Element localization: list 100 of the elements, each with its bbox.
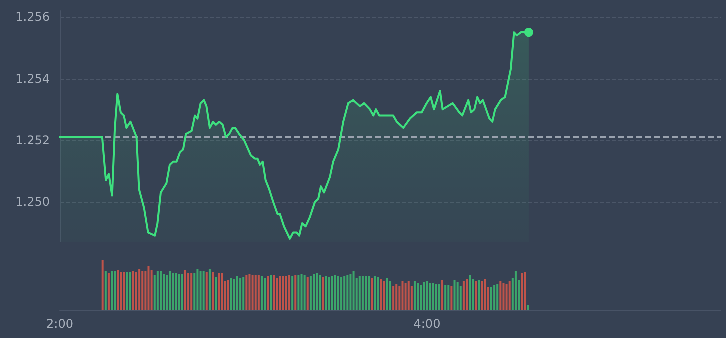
bar — [166, 275, 168, 310]
bar — [454, 280, 456, 310]
bar — [258, 275, 260, 310]
bar — [514, 271, 517, 310]
bar — [126, 272, 128, 310]
bar — [402, 282, 404, 310]
bar — [267, 276, 270, 310]
bar — [506, 284, 508, 310]
bar — [392, 286, 395, 310]
bar — [426, 282, 428, 310]
bar — [374, 276, 376, 310]
bar — [212, 272, 214, 310]
bar — [331, 276, 334, 310]
bar — [435, 284, 438, 310]
bar — [123, 272, 126, 310]
bar — [524, 272, 526, 310]
bar — [390, 281, 392, 310]
bar — [181, 274, 184, 310]
bar — [521, 273, 524, 310]
bar — [233, 279, 236, 310]
bar — [194, 273, 196, 310]
bar — [460, 286, 462, 310]
bar — [448, 285, 450, 310]
bar — [350, 274, 352, 310]
bar — [383, 281, 386, 310]
bar — [202, 271, 205, 310]
bar — [252, 275, 254, 310]
bar — [215, 278, 218, 310]
bar — [178, 274, 180, 310]
bar — [300, 274, 303, 310]
bar — [150, 270, 153, 310]
bar — [496, 284, 499, 310]
x-tick-label: 2:00 — [46, 317, 74, 331]
bar — [508, 282, 511, 310]
bar — [462, 282, 465, 310]
bar — [310, 276, 312, 310]
bar — [414, 282, 416, 310]
bar — [377, 278, 380, 310]
bar — [120, 272, 122, 310]
bar — [279, 276, 282, 310]
bar — [184, 270, 186, 310]
bar — [169, 272, 172, 310]
bar — [404, 284, 407, 310]
bar — [475, 282, 478, 310]
bar — [117, 270, 120, 310]
bar — [481, 282, 484, 310]
bar — [242, 278, 245, 310]
bar — [142, 271, 144, 310]
bar — [442, 280, 444, 310]
bar — [298, 276, 300, 310]
bar — [527, 306, 530, 310]
bar — [358, 276, 361, 310]
bar — [346, 276, 349, 310]
bar — [154, 276, 156, 310]
bar — [312, 274, 315, 310]
y-tick-label: 1.252 — [16, 133, 50, 148]
bar — [163, 274, 166, 310]
bar — [502, 283, 505, 310]
bar — [429, 284, 432, 310]
bar — [325, 276, 328, 310]
bar — [500, 282, 502, 310]
bar — [368, 276, 370, 310]
bar — [386, 278, 388, 310]
bar — [328, 277, 330, 310]
bar — [319, 276, 322, 310]
bar — [246, 276, 248, 310]
bar — [221, 274, 224, 310]
bar — [316, 274, 318, 310]
bar — [438, 284, 440, 310]
bar — [352, 271, 355, 310]
bar — [208, 269, 211, 310]
bar — [114, 272, 116, 310]
bar — [365, 276, 368, 310]
bar — [190, 273, 193, 310]
bar — [469, 275, 472, 310]
bar — [248, 274, 251, 310]
bar — [417, 283, 420, 310]
bar — [340, 278, 343, 310]
bar — [292, 276, 294, 310]
bar — [264, 278, 266, 310]
bar — [102, 260, 104, 310]
bar — [200, 271, 202, 310]
bar — [276, 278, 278, 310]
y-tick-label: 1.256 — [16, 10, 50, 24]
bar — [337, 276, 340, 310]
bar — [254, 276, 257, 310]
bar — [334, 276, 336, 310]
bar — [148, 266, 150, 310]
bar — [236, 276, 238, 310]
bar — [206, 272, 208, 310]
bar — [136, 272, 138, 310]
bar — [160, 272, 162, 310]
bar — [175, 273, 178, 310]
bar — [288, 276, 291, 310]
bar — [282, 276, 284, 310]
bar — [478, 280, 480, 310]
bar — [230, 278, 232, 310]
bar — [294, 276, 297, 310]
bar — [306, 278, 309, 310]
bar — [273, 276, 276, 310]
